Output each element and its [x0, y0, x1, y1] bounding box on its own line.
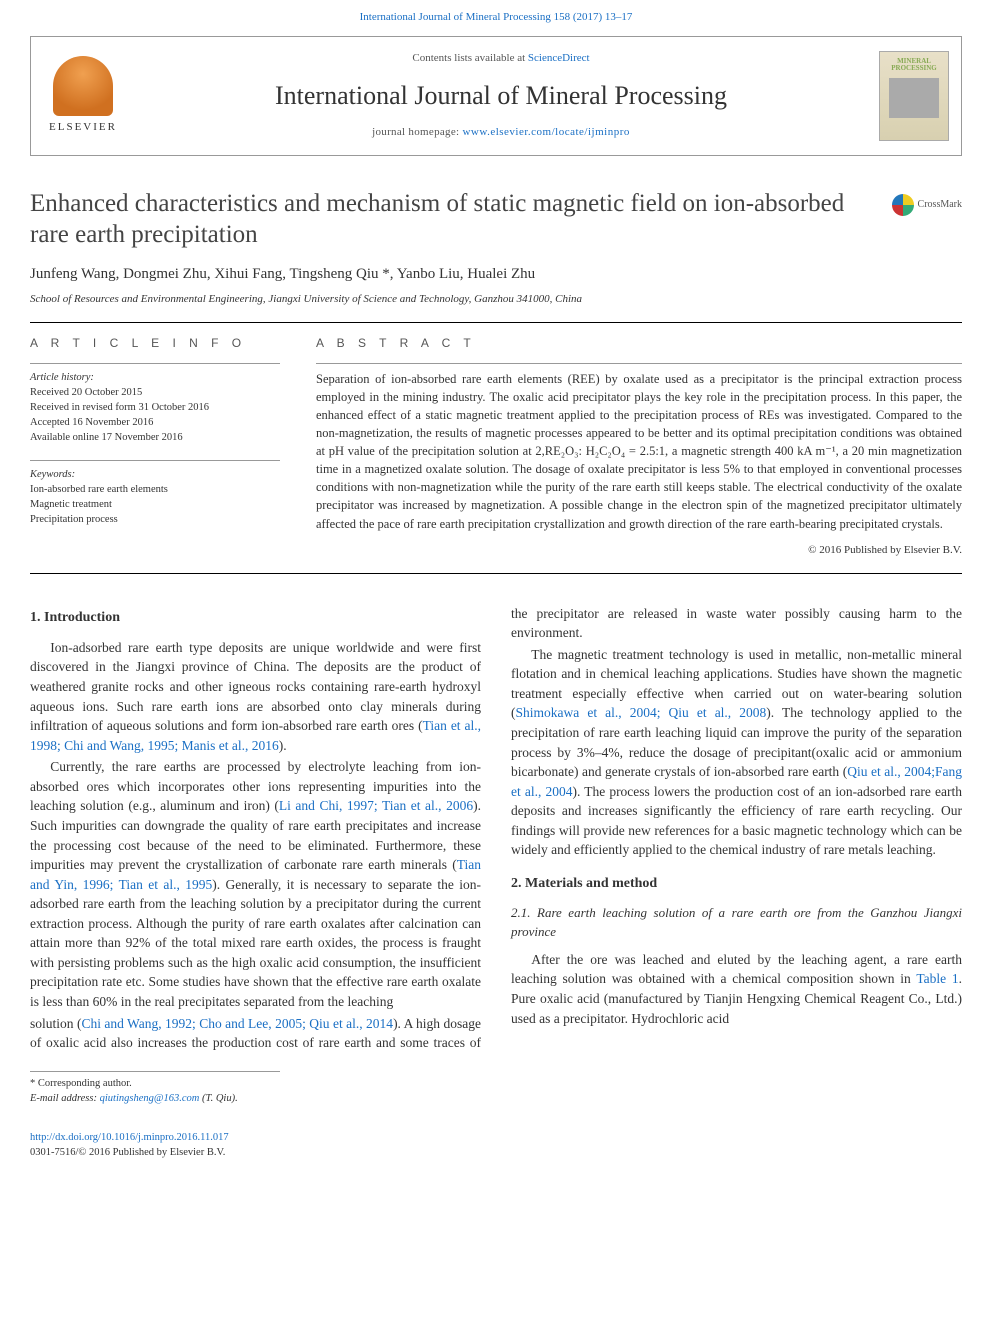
revised-line: Received in revised form 31 October 2016 [30, 400, 280, 415]
article-info-col: A R T I C L E I N F O Article history: R… [30, 335, 280, 558]
journal-header: ELSEVIER Contents lists available at Sci… [30, 36, 962, 156]
paragraph-2: Currently, the rare earths are processed… [30, 757, 481, 1011]
issn-copyright-line: 0301-7516/© 2016 Published by Elsevier B… [30, 1145, 962, 1160]
rule-abs [316, 363, 962, 364]
section-2-heading: 2. Materials and method [511, 874, 962, 894]
corresponding-author-footnote: * Corresponding author. E-mail address: … [30, 1071, 280, 1106]
doi-line: http://dx.doi.org/10.1016/j.minpro.2016.… [30, 1130, 962, 1145]
rule-info-2 [30, 460, 280, 461]
article-title: Enhanced characteristics and mechanism o… [30, 188, 850, 251]
journal-cover-thumb: MINERAL PROCESSING [879, 51, 949, 141]
journal-homepage-line: journal homepage: www.elsevier.com/locat… [123, 125, 879, 141]
abstract-head: A B S T R A C T [316, 335, 962, 352]
cover-image-icon [889, 78, 939, 118]
ref-link[interactable]: Shimokawa et al., 2004; Qiu et al., 2008 [516, 705, 767, 720]
abstract-text: Separation of ion-absorbed rare earth el… [316, 370, 962, 533]
contents-line: Contents lists available at ScienceDirec… [123, 51, 879, 67]
online-line: Available online 17 November 2016 [30, 430, 280, 445]
history-label: Article history: [30, 370, 280, 385]
abstract-col: A B S T R A C T Separation of ion-absorb… [316, 335, 962, 558]
paragraph-4: The magnetic treatment technology is use… [511, 645, 962, 860]
article-history: Article history: Received 20 October 201… [30, 370, 280, 446]
ref-link[interactable]: Li and Chi, 1997; Tian et al., 2006 [279, 798, 473, 813]
keywords-label: Keywords: [30, 467, 280, 482]
elsevier-logo: ELSEVIER [43, 51, 123, 141]
keyword-1: Ion-absorbed rare earth elements [30, 482, 280, 497]
rule-heavy [30, 322, 962, 323]
keyword-2: Magnetic treatment [30, 497, 280, 512]
ref-link[interactable]: Table 1 [916, 971, 958, 986]
corr-label: * Corresponding author. [30, 1076, 280, 1091]
doi-link[interactable]: http://dx.doi.org/10.1016/j.minpro.2016.… [30, 1132, 229, 1143]
journal-title: International Journal of Mineral Process… [123, 77, 879, 115]
article-info-head: A R T I C L E I N F O [30, 335, 280, 352]
rule-heavy-2 [30, 573, 962, 574]
sciencedirect-link[interactable]: ScienceDirect [528, 52, 590, 64]
ref-link[interactable]: Chi and Wang, 1992; Cho and Lee, 2005; Q… [81, 1016, 393, 1031]
elsevier-tree-icon [53, 56, 113, 116]
paragraph-1: Ion-adsorbed rare earth type deposits ar… [30, 638, 481, 755]
section-1-heading: 1. Introduction [30, 608, 481, 628]
received-line: Received 20 October 2015 [30, 385, 280, 400]
elsevier-label: ELSEVIER [49, 120, 117, 136]
abstract-copyright: © 2016 Published by Elsevier B.V. [316, 543, 962, 559]
cover-line-2: PROCESSING [891, 65, 937, 72]
journal-homepage-link[interactable]: www.elsevier.com/locate/ijminpro [462, 126, 629, 138]
crossmark-badge[interactable]: CrossMark [892, 194, 962, 216]
paragraph-5: After the ore was leached and eluted by … [511, 950, 962, 1028]
corr-email-line: E-mail address: qiutingsheng@163.com (T.… [30, 1091, 280, 1106]
accepted-line: Accepted 16 November 2016 [30, 415, 280, 430]
crossmark-icon [892, 194, 914, 216]
section-2-1-heading: 2.1. Rare earth leaching solution of a r… [511, 904, 962, 942]
body-columns: 1. Introduction Ion-adsorbed rare earth … [30, 604, 962, 1053]
keyword-3: Precipitation process [30, 512, 280, 527]
email-link[interactable]: qiutingsheng@163.com [100, 1093, 200, 1104]
rule-info [30, 363, 280, 364]
keywords-block: Keywords: Ion-absorbed rare earth elemen… [30, 467, 280, 528]
issue-citation: International Journal of Mineral Process… [0, 0, 992, 30]
affiliation: School of Resources and Environmental En… [30, 292, 962, 308]
author-list: Junfeng Wang, Dongmei Zhu, Xihui Fang, T… [30, 264, 962, 286]
header-center: Contents lists available at ScienceDirec… [123, 51, 879, 141]
